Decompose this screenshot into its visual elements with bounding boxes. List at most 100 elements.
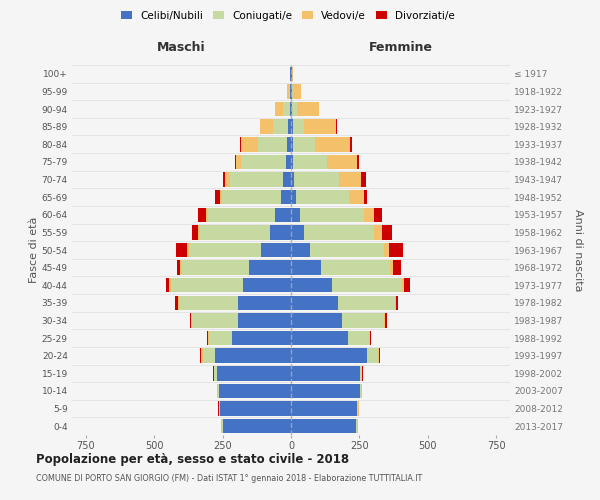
- Bar: [291, 172, 294, 186]
- Bar: [370, 331, 371, 345]
- Bar: [290, 84, 291, 98]
- Bar: [190, 314, 191, 328]
- Bar: [385, 314, 388, 328]
- Bar: [200, 225, 269, 240]
- Bar: [281, 190, 291, 204]
- Bar: [291, 419, 356, 434]
- Bar: [170, 278, 243, 292]
- Bar: [225, 172, 230, 186]
- Bar: [291, 208, 300, 222]
- Bar: [393, 260, 401, 275]
- Bar: [343, 314, 384, 328]
- Bar: [291, 260, 320, 275]
- Bar: [293, 84, 301, 98]
- Bar: [269, 225, 291, 240]
- Bar: [292, 66, 293, 81]
- Text: Popolazione per età, sesso e stato civile - 2018: Popolazione per età, sesso e stato civil…: [36, 452, 349, 466]
- Bar: [293, 137, 314, 152]
- Bar: [236, 154, 241, 169]
- Bar: [364, 190, 367, 204]
- Bar: [320, 260, 389, 275]
- Bar: [219, 402, 220, 416]
- Bar: [291, 314, 343, 328]
- Bar: [384, 243, 389, 257]
- Bar: [384, 314, 385, 328]
- Bar: [239, 137, 241, 152]
- Bar: [291, 137, 293, 152]
- Bar: [248, 260, 291, 275]
- Bar: [291, 243, 310, 257]
- Bar: [367, 348, 377, 363]
- Bar: [238, 314, 291, 328]
- Bar: [360, 366, 362, 380]
- Bar: [396, 296, 398, 310]
- Y-axis label: Anni di nascita: Anni di nascita: [573, 209, 583, 291]
- Bar: [222, 190, 281, 204]
- Bar: [222, 419, 223, 434]
- Bar: [200, 348, 202, 363]
- Bar: [191, 225, 197, 240]
- Bar: [198, 208, 206, 222]
- Bar: [291, 384, 360, 398]
- Bar: [291, 366, 360, 380]
- Bar: [223, 172, 225, 186]
- Bar: [379, 348, 380, 363]
- Bar: [404, 278, 410, 292]
- Bar: [293, 154, 328, 169]
- Bar: [328, 154, 357, 169]
- Bar: [187, 243, 189, 257]
- Bar: [275, 102, 283, 117]
- Bar: [389, 260, 393, 275]
- Bar: [218, 384, 219, 398]
- Bar: [209, 331, 232, 345]
- Bar: [291, 154, 293, 169]
- Bar: [369, 331, 370, 345]
- Bar: [374, 225, 382, 240]
- Bar: [402, 278, 404, 292]
- Bar: [332, 278, 402, 292]
- Text: Maschi: Maschi: [157, 42, 206, 54]
- Bar: [197, 225, 200, 240]
- Bar: [287, 137, 291, 152]
- Bar: [310, 243, 384, 257]
- Bar: [292, 102, 297, 117]
- Bar: [215, 348, 291, 363]
- Bar: [293, 120, 304, 134]
- Bar: [289, 84, 290, 98]
- Bar: [206, 331, 208, 345]
- Bar: [181, 260, 182, 275]
- Bar: [340, 172, 361, 186]
- Bar: [290, 102, 291, 117]
- Bar: [191, 314, 193, 328]
- Bar: [262, 243, 291, 257]
- Text: Femmine: Femmine: [368, 42, 433, 54]
- Bar: [193, 314, 238, 328]
- Bar: [364, 208, 374, 222]
- Bar: [230, 172, 283, 186]
- Bar: [300, 208, 364, 222]
- Bar: [360, 384, 361, 398]
- Bar: [176, 243, 187, 257]
- Bar: [235, 154, 236, 169]
- Bar: [357, 154, 359, 169]
- Bar: [292, 84, 293, 98]
- Bar: [220, 190, 222, 204]
- Bar: [182, 260, 248, 275]
- Bar: [283, 172, 291, 186]
- Bar: [223, 419, 291, 434]
- Bar: [215, 190, 220, 204]
- Bar: [291, 331, 348, 345]
- Bar: [219, 384, 291, 398]
- Bar: [206, 208, 208, 222]
- Bar: [349, 190, 364, 204]
- Bar: [296, 190, 349, 204]
- Bar: [203, 348, 215, 363]
- Bar: [291, 402, 357, 416]
- Bar: [314, 137, 350, 152]
- Bar: [361, 172, 366, 186]
- Bar: [389, 243, 403, 257]
- Bar: [232, 331, 291, 345]
- Bar: [217, 366, 291, 380]
- Bar: [350, 137, 352, 152]
- Bar: [338, 296, 395, 310]
